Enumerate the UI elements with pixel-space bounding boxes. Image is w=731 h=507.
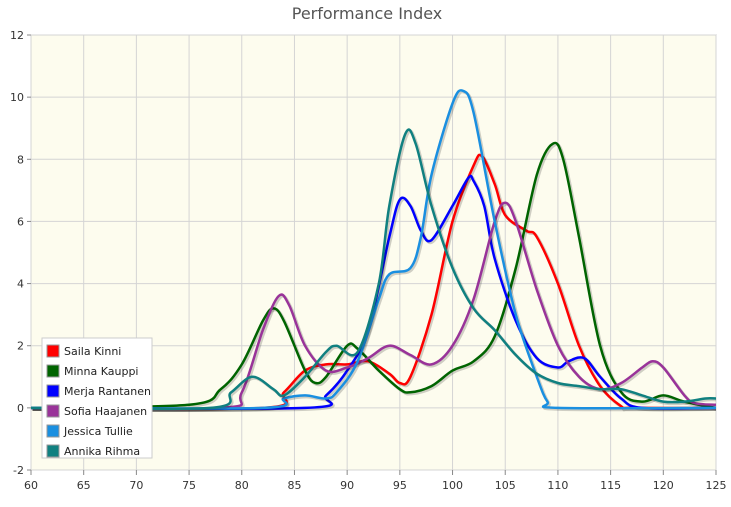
y-tick-label: 6 bbox=[17, 215, 24, 228]
x-tick-label: 80 bbox=[235, 479, 249, 492]
x-tick-label: 70 bbox=[129, 479, 143, 492]
legend-swatch bbox=[46, 424, 60, 438]
legend-label: Saila Kinni bbox=[64, 345, 121, 358]
series-shadow bbox=[32, 202, 716, 413]
y-tick-label: 4 bbox=[17, 278, 24, 291]
x-tick-label: 110 bbox=[547, 479, 568, 492]
legend-label: Merja Rantanen bbox=[64, 385, 151, 398]
x-tick-label: 90 bbox=[340, 479, 354, 492]
y-tick-label: 10 bbox=[10, 91, 24, 104]
series-line-1 bbox=[31, 153, 716, 411]
x-tick-label: 95 bbox=[393, 479, 407, 492]
legend-label: Sofia Haajanen bbox=[64, 405, 147, 418]
legend-swatch bbox=[46, 444, 60, 458]
legend: Saila Kinni Minna Kauppi Merja Rantanen Sof… bbox=[41, 337, 153, 459]
series-line-6 bbox=[31, 128, 716, 411]
x-tick-label: 125 bbox=[706, 479, 727, 492]
series-line-3 bbox=[31, 174, 716, 411]
x-tick-label: 60 bbox=[24, 479, 38, 492]
x-tick-label: 85 bbox=[287, 479, 301, 492]
x-tick-label: 115 bbox=[600, 479, 621, 492]
y-tick-label: -2 bbox=[13, 464, 24, 477]
legend-label: Minna Kauppi bbox=[64, 365, 138, 378]
legend-swatch bbox=[46, 364, 60, 378]
legend-box bbox=[41, 337, 153, 459]
x-tick-label: 120 bbox=[653, 479, 674, 492]
grid-lines bbox=[30, 34, 717, 471]
axes: 60 65 70 75 80 85 90 95 100 105 110 115 120 125 -2 0 2 4 6… bbox=[10, 29, 727, 492]
x-tick-label: 105 bbox=[495, 479, 516, 492]
y-tick-label: 2 bbox=[17, 340, 24, 353]
legend-swatch bbox=[46, 344, 60, 358]
chart-title: Performance Index bbox=[292, 4, 443, 23]
legend-label: Annika Rihma bbox=[64, 445, 140, 458]
series-line-2 bbox=[31, 141, 716, 410]
legend-swatch bbox=[46, 384, 60, 398]
x-tick-label: 65 bbox=[77, 479, 91, 492]
x-tick-label: 75 bbox=[182, 479, 196, 492]
series-line-4 bbox=[31, 201, 716, 411]
y-tick-label: 12 bbox=[10, 29, 24, 42]
series-layer bbox=[31, 89, 716, 413]
legend-label: Jessica Tullie bbox=[63, 425, 133, 438]
legend-swatch bbox=[46, 404, 60, 418]
x-tick-label: 100 bbox=[442, 479, 463, 492]
y-tick-label: 0 bbox=[17, 402, 24, 415]
y-tick-label: 8 bbox=[17, 153, 24, 166]
